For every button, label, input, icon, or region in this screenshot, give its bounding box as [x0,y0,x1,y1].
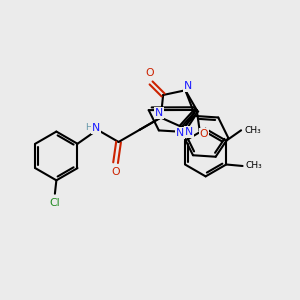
Text: O: O [111,167,120,177]
Text: N: N [155,108,164,118]
Text: N: N [185,127,193,137]
Text: Cl: Cl [50,198,60,208]
Text: O: O [200,129,208,139]
Text: O: O [145,68,154,78]
Text: H: H [85,123,92,132]
Text: CH₃: CH₃ [244,126,261,135]
Text: N: N [176,128,184,138]
Text: N: N [184,81,192,91]
Text: CH₃: CH₃ [245,161,262,170]
Text: N: N [92,123,100,133]
